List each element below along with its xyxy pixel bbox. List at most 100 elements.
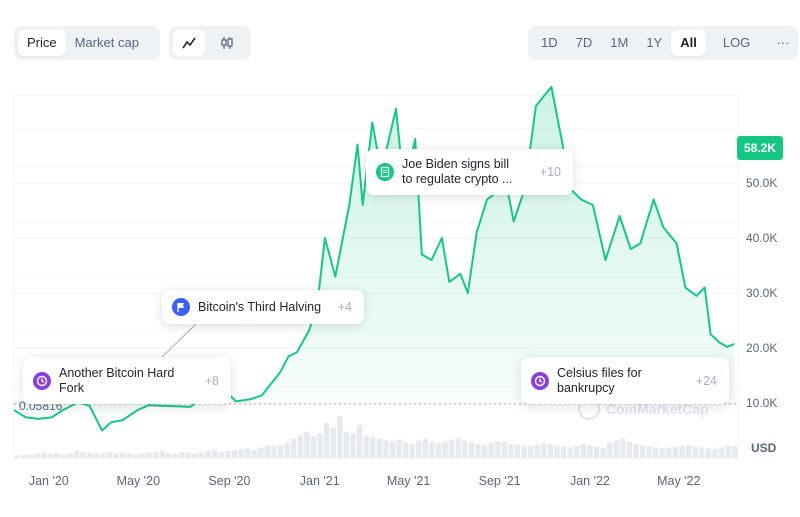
- x-tick-label: May '20: [117, 474, 160, 488]
- line-chart-icon[interactable]: [173, 30, 205, 56]
- volume-bar: [514, 444, 521, 458]
- range-1y[interactable]: 1Y: [646, 35, 663, 50]
- volume-bar: [653, 447, 659, 458]
- range-1d[interactable]: 1D: [541, 35, 558, 50]
- watermark-text: CoinMarketCap: [606, 401, 709, 417]
- volume-bar: [626, 441, 633, 458]
- event-card-halving[interactable]: Bitcoin's Third Halving +4: [162, 290, 364, 324]
- market-cap-tab[interactable]: Market cap: [74, 35, 139, 50]
- volume-bar: [172, 453, 178, 458]
- more-options-button[interactable]: ···: [776, 35, 790, 50]
- log-scale-button[interactable]: LOG: [722, 35, 751, 50]
- clock-icon: [33, 371, 51, 390]
- volume-bar: [455, 437, 461, 458]
- volume-bar: [277, 444, 284, 458]
- volume-bar: [291, 438, 297, 458]
- range-1m[interactable]: 1M: [610, 35, 629, 50]
- range-all[interactable]: All: [671, 30, 706, 56]
- volume-bar: [376, 438, 382, 458]
- volume-bar: [21, 454, 27, 458]
- volume-bar: [409, 444, 415, 458]
- volume-bar: [264, 445, 271, 458]
- event-leader-line: [161, 323, 197, 358]
- volume-bar: [580, 444, 587, 458]
- volume-bar: [330, 427, 336, 458]
- volume-bar: [356, 424, 363, 458]
- volume-bar: [297, 435, 303, 458]
- volume-bar: [705, 448, 712, 458]
- volume-bar: [606, 442, 613, 458]
- event-count: +4: [337, 300, 352, 314]
- volume-bar: [47, 453, 53, 458]
- volume-bar: [646, 446, 652, 458]
- volume-bar: [501, 442, 508, 458]
- volume-bar: [462, 440, 468, 458]
- volume-bar: [639, 445, 646, 458]
- volume-bar: [666, 447, 672, 458]
- volume-bar: [238, 449, 244, 458]
- volume-bar: [271, 446, 277, 458]
- volume-bar: [159, 451, 165, 458]
- x-tick-label: May '22: [657, 474, 700, 488]
- volume-bar: [620, 438, 626, 458]
- chart-toolbar: Price Market cap 1D 7D 1M 1Y All LOG ···: [0, 0, 800, 90]
- volume-bar: [343, 431, 350, 458]
- volume-bar: [718, 447, 725, 458]
- event-count: +8: [204, 373, 219, 388]
- candlestick-icon[interactable]: [211, 30, 243, 56]
- event-card-biden-bill[interactable]: Joe Biden signs bill to regulate crypto .…: [366, 149, 573, 195]
- volume-bar: [396, 439, 402, 458]
- event-card-hard-fork[interactable]: Another Bitcoin Hard Fork +8: [23, 357, 231, 404]
- volume-bar: [34, 453, 40, 458]
- volume-bar: [126, 453, 132, 458]
- volume-bar: [350, 433, 356, 458]
- volume-bar: [449, 439, 455, 458]
- volume-bar: [527, 446, 534, 458]
- event-title: Another Bitcoin Hard Fork: [59, 365, 175, 395]
- volume-bar: [560, 446, 567, 458]
- event-card-celsius[interactable]: Celsius files for bankrupcy +24: [521, 357, 729, 404]
- volume-bar: [73, 451, 80, 458]
- volume-bar: [732, 446, 738, 458]
- volume-bar: [534, 444, 540, 458]
- volume-bar: [593, 446, 600, 458]
- volume-bar: [554, 445, 560, 458]
- volume-bar: [80, 451, 86, 458]
- current-price-badge: 58.2K: [737, 136, 783, 160]
- volume-bar: [323, 423, 330, 458]
- volume-bars: [14, 416, 738, 458]
- chart-style-toggle: [169, 26, 251, 60]
- volume-bar: [93, 453, 99, 458]
- volume-bar: [14, 455, 20, 458]
- y-tick-label: 10.0K: [746, 396, 777, 410]
- price-tab[interactable]: Price: [18, 30, 66, 56]
- volume-bar: [185, 452, 192, 458]
- volume-bar: [304, 431, 310, 458]
- x-tick-label: Jan '21: [300, 474, 340, 488]
- volume-bar: [40, 452, 47, 458]
- volume-bar: [389, 441, 396, 458]
- volume-bar: [205, 451, 211, 458]
- volume-bar: [712, 449, 718, 458]
- volume-bar: [672, 446, 679, 458]
- volume-bar: [119, 452, 126, 458]
- volume-bar: [106, 451, 113, 458]
- volume-bar: [495, 441, 501, 458]
- volume-bar: [146, 452, 152, 458]
- event-title: Bitcoin's Third Halving: [198, 299, 322, 314]
- volume-bar: [27, 454, 34, 458]
- volume-bar: [67, 453, 73, 458]
- volume-bar: [659, 448, 665, 458]
- volume-bar: [541, 443, 547, 458]
- range-7d[interactable]: 7D: [575, 35, 593, 50]
- y-tick-label: 50.0K: [746, 176, 777, 190]
- range-toggle: 1D 7D 1M 1Y All LOG ···: [528, 26, 798, 60]
- volume-bar: [258, 447, 264, 458]
- currency-label: USD: [751, 441, 777, 455]
- volume-bar: [133, 454, 139, 458]
- volume-bar: [725, 445, 731, 458]
- y-axis-labels: 10.0K 20.0K 30.0K 40.0K 50.0K: [746, 176, 777, 410]
- volume-bar: [442, 441, 448, 458]
- event-title: Celsius files for bankrupcy: [557, 365, 642, 395]
